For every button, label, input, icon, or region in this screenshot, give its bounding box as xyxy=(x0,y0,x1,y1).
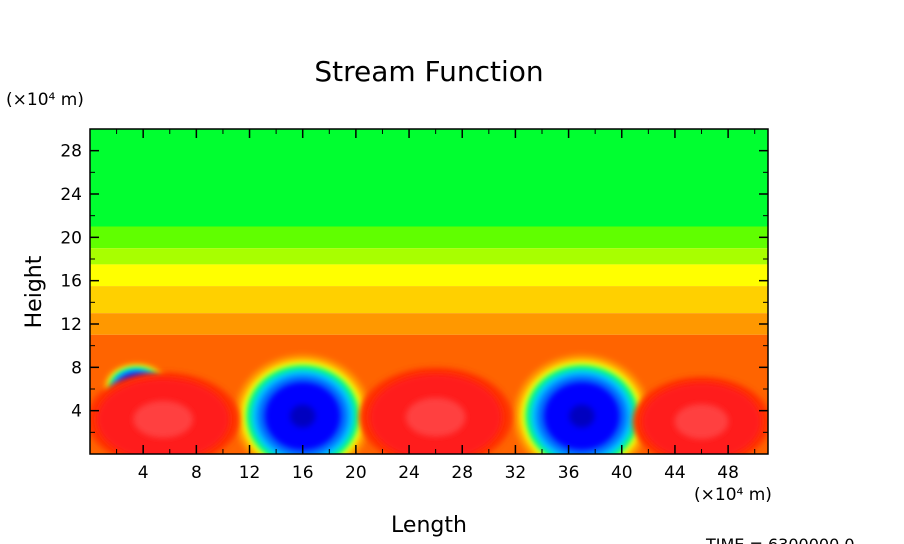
chart-title: Stream Function xyxy=(314,55,543,88)
y-tick-label: 16 xyxy=(60,272,82,292)
x-tick-label: 20 xyxy=(345,463,367,483)
x-axis-label: Length xyxy=(391,513,467,538)
cell-center-4 xyxy=(405,397,466,437)
y-axis-label: Height xyxy=(22,255,47,328)
time-footer: TIME = 6300000.0 xyxy=(705,535,855,544)
field-features xyxy=(90,354,768,454)
x-tick-label: 32 xyxy=(505,463,527,483)
x-tick-label: 12 xyxy=(239,463,261,483)
x-tick-label: 36 xyxy=(558,463,580,483)
x-tick-label: 28 xyxy=(451,463,473,483)
contour-band-0 xyxy=(90,129,768,238)
x-unit-label: (×10⁴ m) xyxy=(694,485,772,505)
cell-center-5 xyxy=(674,403,729,440)
y-tick-label: 8 xyxy=(71,358,82,378)
x-tick-label: 24 xyxy=(398,463,420,483)
contour-band-4 xyxy=(90,286,768,314)
y-tick-label: 24 xyxy=(60,185,82,205)
x-tick-label: 40 xyxy=(611,463,633,483)
y-unit-label: (×10⁴ m) xyxy=(6,90,84,110)
x-tick-label: 8 xyxy=(191,463,202,483)
x-tick-label: 4 xyxy=(138,463,149,483)
y-tick-label: 4 xyxy=(71,402,82,422)
plot-area xyxy=(90,129,768,454)
cell-center-3 xyxy=(133,400,194,438)
x-tick-label: 48 xyxy=(717,463,739,483)
contour-band-1 xyxy=(90,226,768,249)
contour-band-2 xyxy=(90,248,768,265)
y-tick-label: 12 xyxy=(60,315,82,335)
y-tick-label: 28 xyxy=(60,142,82,162)
vortex-center-1 xyxy=(569,404,595,428)
plot-frame xyxy=(89,128,769,455)
contour-band-5 xyxy=(90,313,768,335)
x-tick-label: 16 xyxy=(292,463,314,483)
vortex-center-0 xyxy=(290,404,316,428)
y-tick-label: 20 xyxy=(60,228,82,248)
x-tick-label: 44 xyxy=(664,463,686,483)
contour-band-3 xyxy=(90,264,768,287)
